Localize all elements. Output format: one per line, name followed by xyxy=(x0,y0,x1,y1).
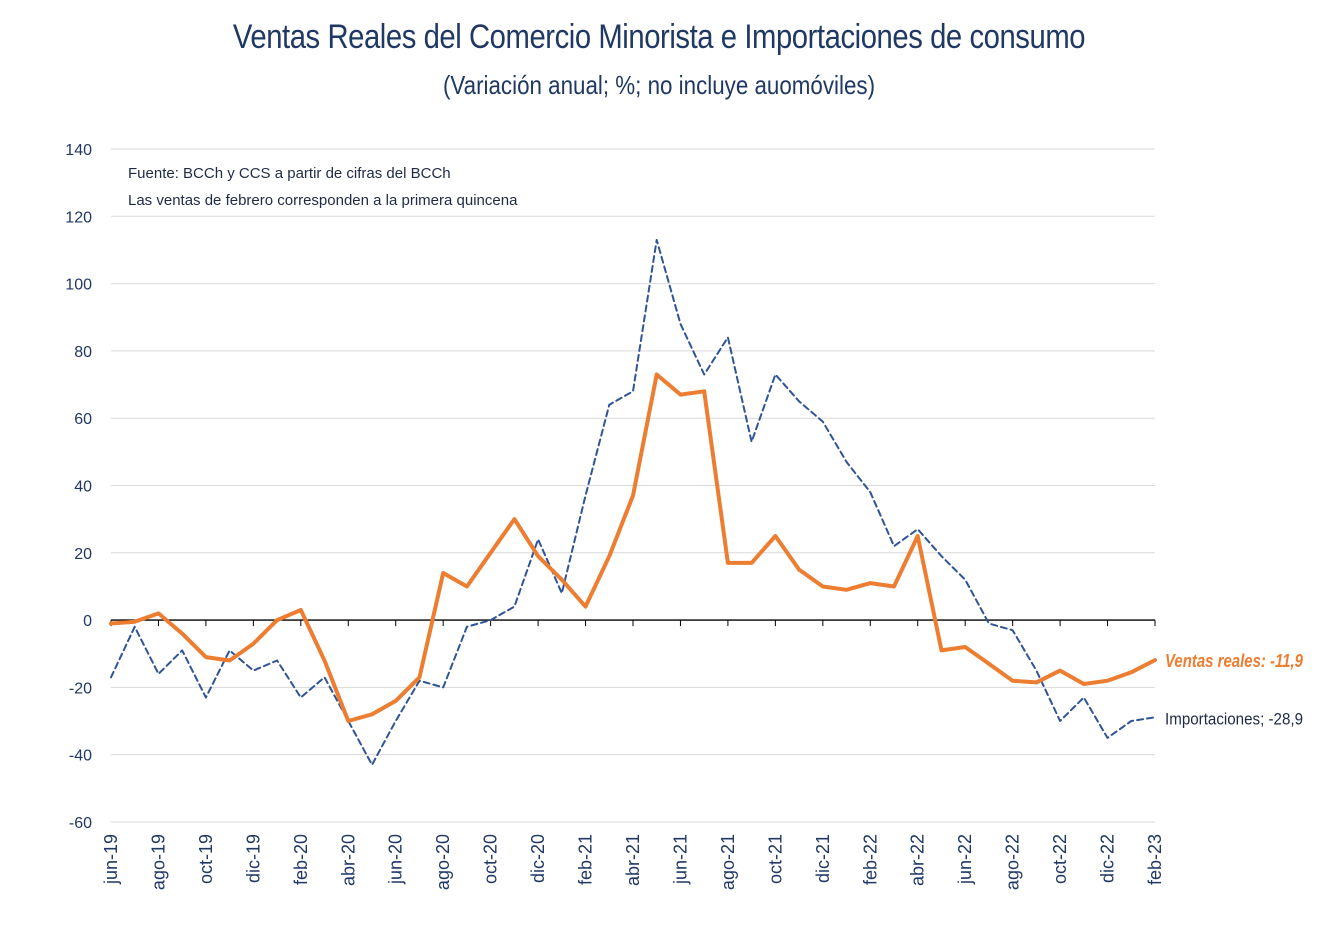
x-tick-label: ago-21 xyxy=(718,834,738,890)
x-tick-label: dic-22 xyxy=(1098,834,1118,883)
y-tick-label: 140 xyxy=(65,142,92,159)
x-tick-label: oct-22 xyxy=(1050,834,1070,884)
x-tick-label: ago-22 xyxy=(1003,834,1023,890)
y-tick-label: 60 xyxy=(74,411,92,428)
period-note: Las ventas de febrero corresponden a la … xyxy=(128,192,518,209)
y-tick-label: 80 xyxy=(74,344,92,361)
x-tick-label: oct-21 xyxy=(765,834,785,884)
x-axis-ticks: jun-19 ago-19 oct-19 dic-19 feb-20 abr-20 jun-… xyxy=(101,620,1165,890)
x-tick-label: dic-21 xyxy=(813,834,833,883)
x-tick-label: feb-22 xyxy=(860,834,880,885)
x-tick-label: abr-21 xyxy=(623,834,643,886)
y-tick-label: -40 xyxy=(69,748,92,765)
x-tick-label: abr-22 xyxy=(908,834,928,886)
x-tick-label: dic-19 xyxy=(243,834,263,883)
series-line-ventas-reales xyxy=(109,372,1157,723)
y-tick-label: 20 xyxy=(74,546,92,563)
chart-title: Ventas Reales del Comercio Minorista e I… xyxy=(232,18,1086,56)
end-label-ventas-reales: Ventas reales: -11,9 xyxy=(1165,651,1303,671)
y-tick-label: -20 xyxy=(69,680,92,697)
x-tick-label: feb-23 xyxy=(1145,834,1165,885)
series-lines xyxy=(109,238,1157,766)
x-tick-label: jun-20 xyxy=(386,834,406,885)
series-end-labels: Importaciones; -28,9 Ventas reales: -11,9 xyxy=(1165,651,1303,728)
x-tick-label: jun-21 xyxy=(670,834,690,885)
x-tick-label: jun-19 xyxy=(101,834,121,885)
y-tick-label: 100 xyxy=(65,277,92,294)
chart-subtitle: (Variación anual; %; no incluye auomóvil… xyxy=(442,70,876,100)
x-tick-label: oct-19 xyxy=(196,834,216,884)
x-tick-label: abr-20 xyxy=(338,834,358,886)
y-tick-label: 40 xyxy=(74,479,92,496)
y-tick-label: 0 xyxy=(83,613,92,630)
source-note: Fuente: BCCh y CCS a partir de cifras de… xyxy=(128,165,451,182)
y-axis-ticks: 140 120 100 80 60 40 20 0 -20 -40 -60 xyxy=(65,142,92,832)
x-tick-label: feb-21 xyxy=(576,834,596,885)
x-tick-label: oct-20 xyxy=(481,834,501,884)
x-tick-label: ago-19 xyxy=(148,834,168,890)
x-tick-label: dic-20 xyxy=(528,834,548,883)
series-line-importaciones xyxy=(110,238,1156,766)
x-tick-label: jun-22 xyxy=(955,834,975,885)
y-tick-label: -60 xyxy=(69,815,92,832)
end-label-importaciones: Importaciones; -28,9 xyxy=(1165,709,1303,728)
y-tick-label: 120 xyxy=(65,209,92,226)
x-tick-label: feb-20 xyxy=(291,834,311,885)
x-tick-label: ago-20 xyxy=(433,834,453,890)
